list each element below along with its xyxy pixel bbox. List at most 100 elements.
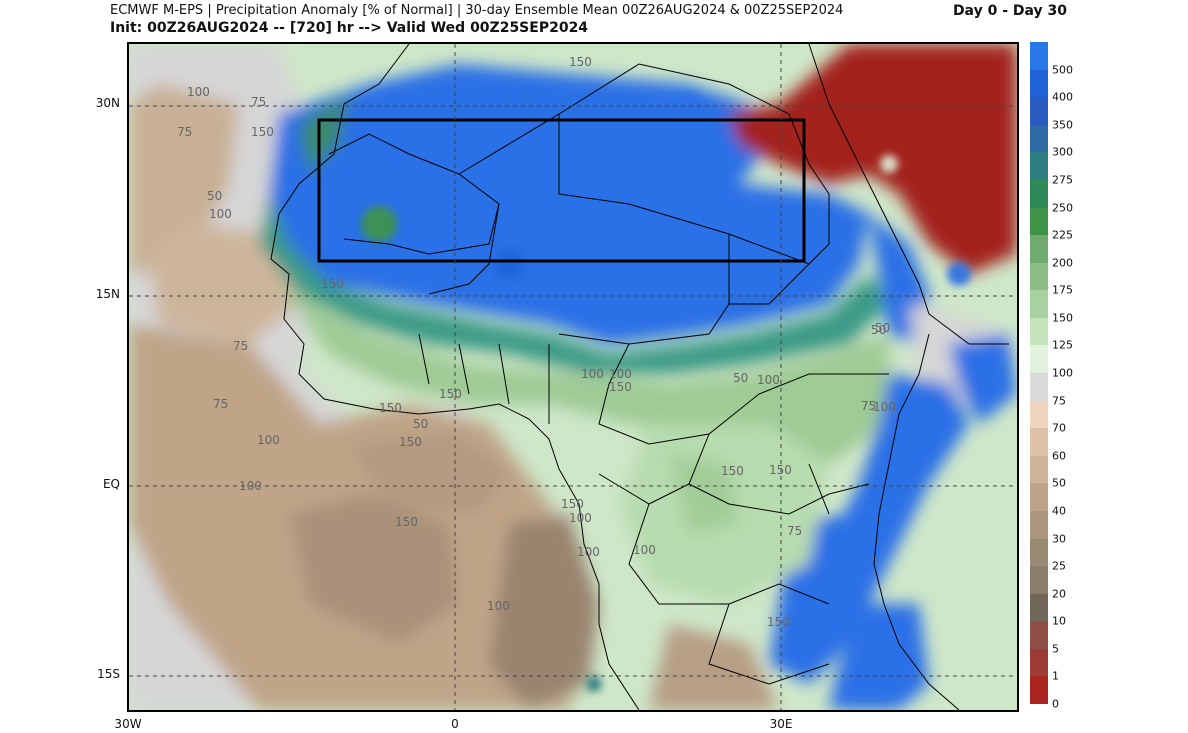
- contour-label: 75: [861, 399, 876, 413]
- contour-label: 50: [413, 417, 428, 431]
- colorbar-label: 350: [1052, 118, 1073, 132]
- colorbar-segment: [1030, 621, 1048, 650]
- colorbar-label: 500: [1052, 63, 1073, 77]
- colorbar-label: 0: [1052, 697, 1059, 711]
- contour-label: 150: [561, 497, 584, 511]
- contour-label: 100: [609, 367, 632, 381]
- contour-label: 150: [399, 435, 422, 449]
- gridlines: [129, 44, 1017, 710]
- contour-labels: 1501007515075501001507510075100501501005…: [177, 55, 896, 629]
- colorbar-segment: [1030, 483, 1048, 512]
- colorbar-segment: [1030, 648, 1048, 677]
- colorbar-label: 50: [1052, 476, 1066, 490]
- colorbar-label: 100: [1052, 366, 1073, 380]
- colorbar-label: 75: [1052, 394, 1066, 408]
- colorbar-label: 40: [1052, 504, 1066, 518]
- region-box: [317, 118, 806, 263]
- contour-label: 150: [395, 515, 418, 529]
- lon-label-30w: 30W: [114, 717, 142, 731]
- contour-label: 100: [239, 479, 262, 493]
- colorbar-label: 150: [1052, 311, 1073, 325]
- colorbar-label: 225: [1052, 228, 1073, 242]
- contour-label: 100: [187, 85, 210, 99]
- contour-label: 150: [767, 615, 790, 629]
- colorbar-segment: [1030, 317, 1048, 346]
- colorbar-segment: [1030, 42, 1048, 71]
- colorbar-segment: [1030, 124, 1048, 153]
- contour-label: 75: [177, 125, 192, 139]
- colorbar-label: 25: [1052, 559, 1066, 573]
- anomaly-fields: [129, 44, 1017, 710]
- colorbar-label: 400: [1052, 90, 1073, 104]
- contour-label: 50: [733, 371, 748, 385]
- contour-label: 50: [875, 321, 890, 335]
- contour-label: 100: [209, 207, 232, 221]
- colorbar-segment: [1030, 179, 1048, 208]
- contour-label: 150: [769, 463, 792, 477]
- colorbar-label: 275: [1052, 173, 1073, 187]
- contour-label: 75: [787, 524, 802, 538]
- contour-label: 50: [207, 189, 222, 203]
- contour-label: 150: [569, 55, 592, 69]
- colorbar-label: 70: [1052, 421, 1066, 435]
- colorbar-label: 20: [1052, 587, 1066, 601]
- contour-label: 75: [213, 397, 228, 411]
- lat-label-15s: 15S: [97, 667, 120, 681]
- colorbar-segment: [1030, 373, 1048, 402]
- day-range: Day 0 - Day 30: [952, 3, 1067, 19]
- colorbar-segment: [1030, 345, 1048, 374]
- colorbar: [1030, 42, 1048, 705]
- contour-label: 150: [721, 464, 744, 478]
- contour-label: 100: [487, 599, 510, 613]
- colorbar-label: 125: [1052, 338, 1073, 352]
- colorbar-segment: [1030, 69, 1048, 98]
- contour-label: 75: [233, 339, 248, 353]
- colorbar-segment: [1030, 428, 1048, 457]
- colorbar-label: 175: [1052, 283, 1073, 297]
- contour-label: 75: [251, 95, 266, 109]
- contour-label: 100: [569, 511, 592, 525]
- colorbar-label: 200: [1052, 256, 1073, 270]
- colorbar-label: 1: [1052, 669, 1059, 683]
- contour-label: 150: [379, 401, 402, 415]
- colorbar-segment: [1030, 152, 1048, 181]
- colorbar-segment: [1030, 593, 1048, 622]
- colorbar-label: 10: [1052, 614, 1066, 628]
- contour-label: 150: [609, 380, 632, 394]
- contour-label: 150: [439, 387, 462, 401]
- contour-label: 100: [257, 433, 280, 447]
- init-valid-line: Init: 00Z26AUG2024 -- [720] hr --> Valid…: [110, 20, 589, 36]
- colorbar-label: 60: [1052, 449, 1066, 463]
- colorbar-segment: [1030, 290, 1048, 319]
- colorbar-segment: [1030, 676, 1048, 705]
- lon-label-30e: 30E: [769, 717, 793, 731]
- contour-label: 150: [251, 125, 274, 139]
- colorbar-segment: [1030, 400, 1048, 429]
- contour-label: 100: [577, 545, 600, 559]
- contour-label: 100: [757, 373, 780, 387]
- colorbar-segment: [1030, 566, 1048, 595]
- anomaly-map: 150 100 75 150 75 50 100 150 75 100 75 100 50 150 100 5…: [127, 42, 1019, 712]
- colorbar-segment: [1030, 455, 1048, 484]
- colorbar-segment: [1030, 262, 1048, 291]
- contour-label: 150: [321, 277, 344, 291]
- contour-label: 100: [581, 367, 604, 381]
- borders: [270, 44, 1009, 710]
- anomaly-detail: [361, 94, 971, 692]
- colorbar-segment: [1030, 510, 1048, 539]
- colorbar-segment: [1030, 207, 1048, 236]
- contour-label: 50: [871, 323, 886, 337]
- colorbar-segment: [1030, 97, 1048, 126]
- lon-label-0: 0: [451, 717, 459, 731]
- colorbar-label: 30: [1052, 532, 1066, 545]
- colorbar-label: 300: [1052, 145, 1073, 159]
- colorbar-segment: [1030, 538, 1048, 567]
- colorbar-label: 250: [1052, 201, 1073, 214]
- lat-label-eq: EQ: [102, 477, 120, 491]
- colorbar-segment: [1030, 235, 1048, 264]
- map-title: ECMWF M-EPS | Precipitation Anomaly [% o…: [110, 3, 844, 18]
- colorbar-label: 5: [1052, 642, 1059, 656]
- lat-label-30n: 30N: [95, 96, 120, 110]
- map-canvas: 1501007515075501001507510075100501501005…: [129, 44, 1017, 710]
- contour-label: 100: [633, 543, 656, 557]
